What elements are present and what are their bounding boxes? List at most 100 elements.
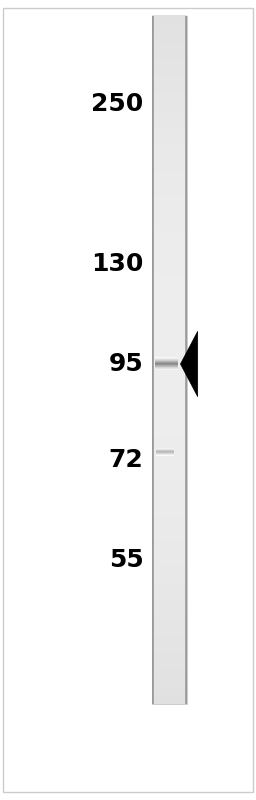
Bar	[152, 566, 187, 575]
Bar	[152, 445, 187, 454]
Bar	[152, 135, 187, 145]
Bar	[152, 454, 187, 463]
Bar	[152, 273, 187, 282]
Bar	[156, 448, 174, 449]
Bar	[156, 453, 174, 454]
Bar	[186, 16, 187, 704]
Bar	[152, 16, 153, 704]
Bar	[186, 16, 187, 704]
Bar	[152, 694, 187, 704]
Bar	[152, 618, 187, 626]
Bar	[156, 449, 174, 450]
Bar	[152, 16, 153, 704]
Bar	[152, 609, 187, 618]
Bar	[155, 365, 178, 366]
Bar	[152, 428, 187, 438]
Bar	[186, 16, 187, 704]
Bar	[185, 16, 187, 704]
Bar	[152, 16, 154, 704]
Bar	[156, 453, 174, 454]
Bar	[152, 15, 187, 25]
Bar	[152, 377, 187, 386]
Bar	[155, 365, 178, 366]
Bar	[152, 488, 187, 498]
Bar	[152, 16, 153, 704]
Bar	[152, 394, 187, 403]
Text: 55: 55	[109, 548, 143, 572]
Bar	[152, 16, 153, 704]
Bar	[152, 16, 154, 704]
Bar	[152, 58, 187, 68]
Bar	[152, 16, 154, 704]
Bar	[155, 361, 178, 362]
Bar	[185, 16, 187, 704]
Bar	[155, 358, 178, 359]
Bar	[152, 290, 187, 300]
Bar	[152, 325, 187, 334]
Bar	[152, 196, 187, 205]
Bar	[152, 33, 187, 42]
Bar	[155, 363, 178, 364]
Bar	[152, 16, 154, 704]
Bar	[155, 368, 178, 369]
Bar	[152, 144, 187, 154]
Bar	[152, 170, 187, 179]
Bar	[186, 16, 187, 704]
Bar	[155, 366, 178, 367]
Bar	[152, 75, 187, 85]
Bar	[152, 574, 187, 584]
Bar	[152, 522, 187, 532]
Bar	[152, 222, 187, 231]
Bar	[152, 247, 187, 257]
Bar	[152, 582, 187, 592]
Bar	[152, 24, 187, 33]
Bar	[152, 282, 187, 291]
Bar	[152, 16, 153, 704]
Bar	[155, 359, 178, 360]
Bar	[152, 127, 187, 136]
Bar	[152, 16, 153, 704]
Bar	[152, 549, 187, 558]
Text: 130: 130	[91, 252, 143, 276]
Bar	[152, 514, 187, 523]
Bar	[185, 16, 187, 704]
Bar	[152, 239, 187, 248]
Bar	[156, 454, 174, 455]
Bar	[186, 16, 187, 704]
Bar	[152, 591, 187, 601]
Bar	[152, 626, 187, 635]
Bar	[152, 16, 154, 704]
Bar	[152, 16, 154, 704]
Bar	[152, 16, 153, 704]
Bar	[152, 678, 187, 686]
Bar	[185, 16, 187, 704]
Bar	[155, 360, 178, 361]
Bar	[152, 16, 154, 704]
Bar	[152, 16, 153, 704]
Bar	[152, 669, 187, 678]
Bar	[152, 411, 187, 420]
Bar	[152, 385, 187, 394]
Bar	[185, 16, 187, 704]
Bar	[185, 16, 187, 704]
Bar	[152, 66, 187, 76]
Bar	[152, 600, 187, 610]
Polygon shape	[180, 331, 198, 397]
Bar	[155, 367, 178, 368]
Bar	[152, 102, 187, 110]
Bar	[152, 419, 187, 429]
Bar	[152, 540, 187, 549]
Bar	[152, 359, 187, 369]
Bar	[152, 93, 187, 102]
Bar	[156, 452, 174, 453]
Bar	[156, 452, 174, 453]
Bar	[155, 367, 178, 368]
Bar	[155, 362, 178, 363]
Bar	[156, 449, 174, 450]
Bar	[152, 16, 153, 704]
Bar	[152, 16, 153, 704]
Bar	[152, 256, 187, 266]
Bar	[155, 361, 178, 362]
Bar	[156, 451, 174, 452]
Bar	[152, 350, 187, 360]
